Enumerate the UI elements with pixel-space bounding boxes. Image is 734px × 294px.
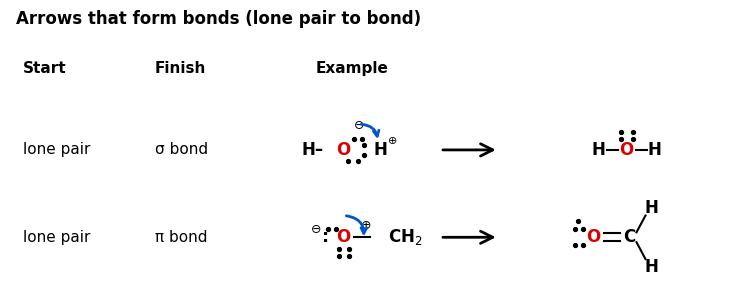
Text: H: H	[373, 141, 387, 159]
Text: lone pair: lone pair	[23, 230, 91, 245]
Text: Example: Example	[316, 61, 389, 76]
Text: H: H	[644, 258, 658, 276]
Text: Arrows that form bonds (lone pair to bond): Arrows that form bonds (lone pair to bon…	[16, 10, 421, 28]
Text: lone pair: lone pair	[23, 142, 91, 157]
Text: σ bond: σ bond	[155, 142, 208, 157]
Text: O: O	[336, 228, 351, 246]
Text: $\ominus$: $\ominus$	[353, 119, 364, 132]
Text: H: H	[644, 198, 658, 217]
Text: O: O	[336, 141, 351, 159]
Text: Finish: Finish	[155, 61, 206, 76]
Text: Start: Start	[23, 61, 67, 76]
Text: O: O	[586, 228, 601, 246]
Text: $\ominus$: $\ominus$	[310, 223, 321, 236]
Text: $\oplus$: $\oplus$	[360, 219, 371, 232]
Text: H–: H–	[301, 141, 323, 159]
Text: O: O	[619, 141, 633, 159]
Text: $\oplus$: $\oplus$	[387, 135, 397, 146]
Text: π bond: π bond	[155, 230, 208, 245]
Text: H: H	[647, 141, 661, 159]
Text: H: H	[592, 141, 606, 159]
Text: CH$_2$: CH$_2$	[388, 227, 423, 247]
Text: C: C	[623, 228, 636, 246]
Text: :: :	[322, 228, 330, 246]
